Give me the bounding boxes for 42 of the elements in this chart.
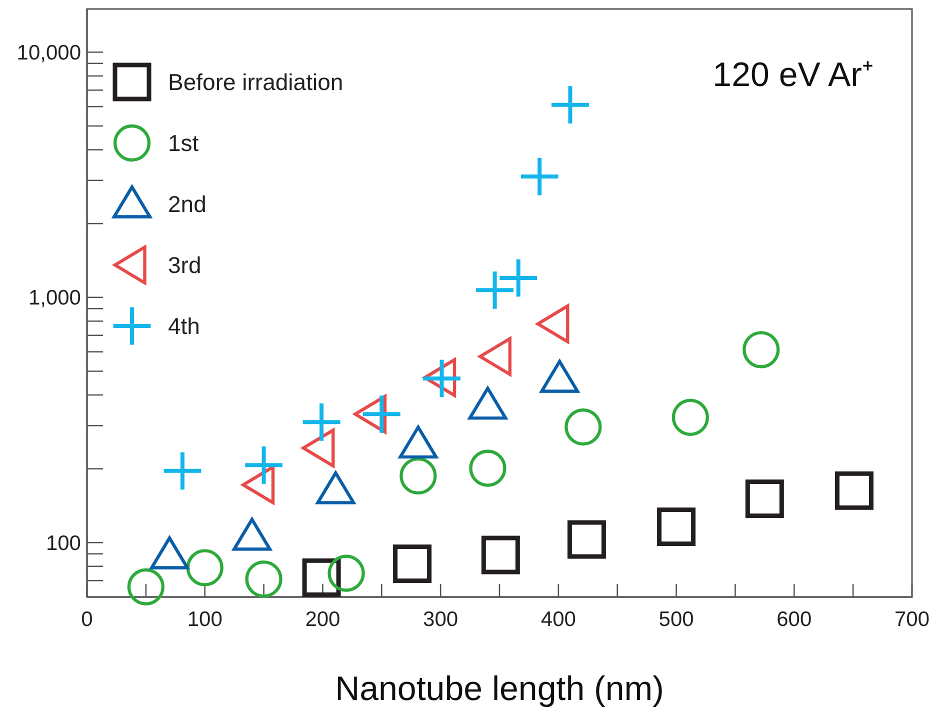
- point: [245, 446, 282, 484]
- point: [745, 479, 784, 518]
- y-tick-label: 100: [46, 532, 81, 555]
- point: [672, 398, 710, 436]
- point: [742, 331, 780, 368]
- point: [835, 471, 874, 510]
- x-tick-label: 500: [658, 608, 694, 631]
- annotation: 120 eV Ar⁺: [712, 56, 873, 94]
- x-tick-label: 400: [540, 608, 576, 631]
- x-axis-title: Nanotube length (nm): [335, 670, 664, 708]
- point: [302, 558, 341, 597]
- legend-label: 3rd: [168, 252, 202, 278]
- point: [500, 259, 538, 297]
- point: [567, 520, 606, 559]
- point: [400, 457, 437, 495]
- y-tick-label: 1,000: [28, 286, 81, 310]
- point: [469, 450, 506, 487]
- point: [186, 549, 224, 586]
- point: [481, 536, 520, 574]
- x-tick-label: 100: [187, 608, 222, 631]
- point: [328, 554, 365, 592]
- point: [164, 452, 202, 490]
- point: [657, 508, 696, 546]
- point: [362, 395, 400, 433]
- legend-label: Before irradiation: [168, 69, 344, 95]
- x-tick-label: 300: [423, 608, 458, 631]
- x-tick-label: 600: [776, 608, 812, 631]
- legend-label: 2nd: [168, 191, 206, 217]
- legend-label: 4th: [168, 313, 200, 339]
- point: [393, 544, 432, 583]
- point: [520, 158, 558, 196]
- x-tick-label: 200: [305, 608, 340, 631]
- y-tick-label: 10,000: [16, 42, 81, 65]
- legend-label: 1st: [168, 130, 200, 156]
- point: [245, 560, 282, 598]
- point: [476, 271, 514, 309]
- point: [302, 403, 340, 441]
- x-tick-label: 0: [81, 608, 93, 631]
- point: [552, 86, 589, 124]
- x-tick-label: 700: [894, 608, 929, 631]
- point: [127, 568, 165, 606]
- point: [564, 408, 602, 446]
